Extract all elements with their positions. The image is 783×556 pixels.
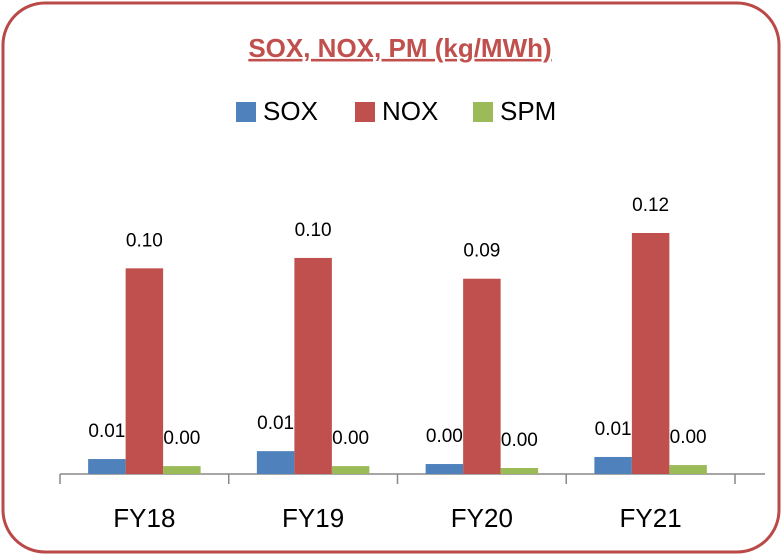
- data-label: 0.01: [257, 413, 294, 434]
- legend-label: NOX: [382, 96, 438, 126]
- x-tick-label: FY20: [451, 503, 513, 533]
- chart-title: SOX, NOX, PM (kg/MWh): [248, 33, 551, 63]
- legend-label: SPM: [500, 96, 556, 126]
- bar: [425, 464, 464, 474]
- bar: [163, 466, 201, 474]
- data-label: 0.10: [295, 220, 332, 241]
- legend-swatch: [473, 102, 493, 122]
- bar: [669, 465, 707, 474]
- x-tick-label: FY18: [113, 503, 175, 533]
- bar: [463, 278, 501, 474]
- bar: [594, 456, 632, 474]
- legend-swatch: [355, 102, 375, 122]
- data-label: 0.00: [332, 428, 369, 449]
- data-label: 0.09: [463, 241, 500, 262]
- data-label: 0.10: [126, 230, 163, 251]
- data-label: 0.00: [501, 430, 538, 451]
- bar: [125, 268, 164, 474]
- data-label: 0.01: [88, 421, 125, 442]
- data-label: 0.01: [595, 419, 632, 440]
- legend-label: SOX: [263, 96, 318, 126]
- x-tick-label: FY21: [620, 503, 682, 533]
- data-label: 0.00: [426, 426, 463, 447]
- legend-swatch: [236, 102, 256, 122]
- data-label: 0.12: [632, 195, 669, 216]
- data-label: 0.00: [163, 428, 200, 449]
- bar: [294, 257, 332, 474]
- data-label: 0.00: [670, 427, 707, 448]
- x-tick-label: FY19: [282, 503, 344, 533]
- bar: [256, 451, 295, 474]
- bar: [331, 466, 370, 474]
- bar: [500, 467, 539, 474]
- bar: [88, 459, 126, 474]
- bar: [631, 233, 670, 474]
